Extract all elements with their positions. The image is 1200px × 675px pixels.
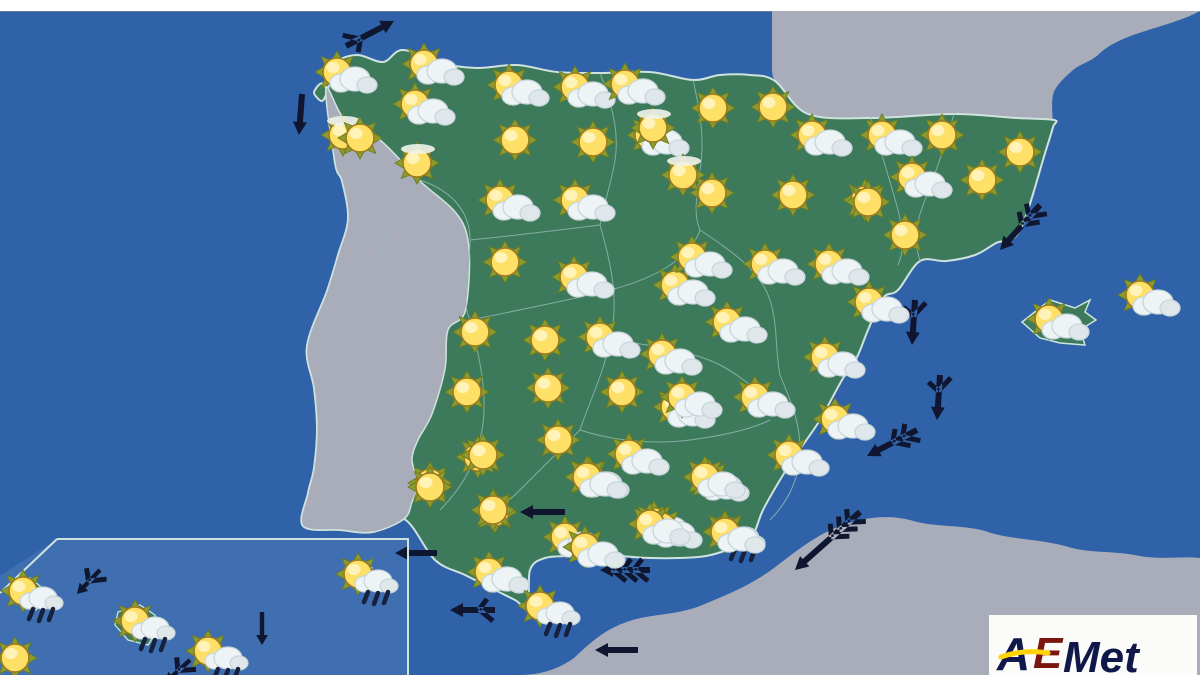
svg-text:Met: Met: [1063, 633, 1141, 675]
